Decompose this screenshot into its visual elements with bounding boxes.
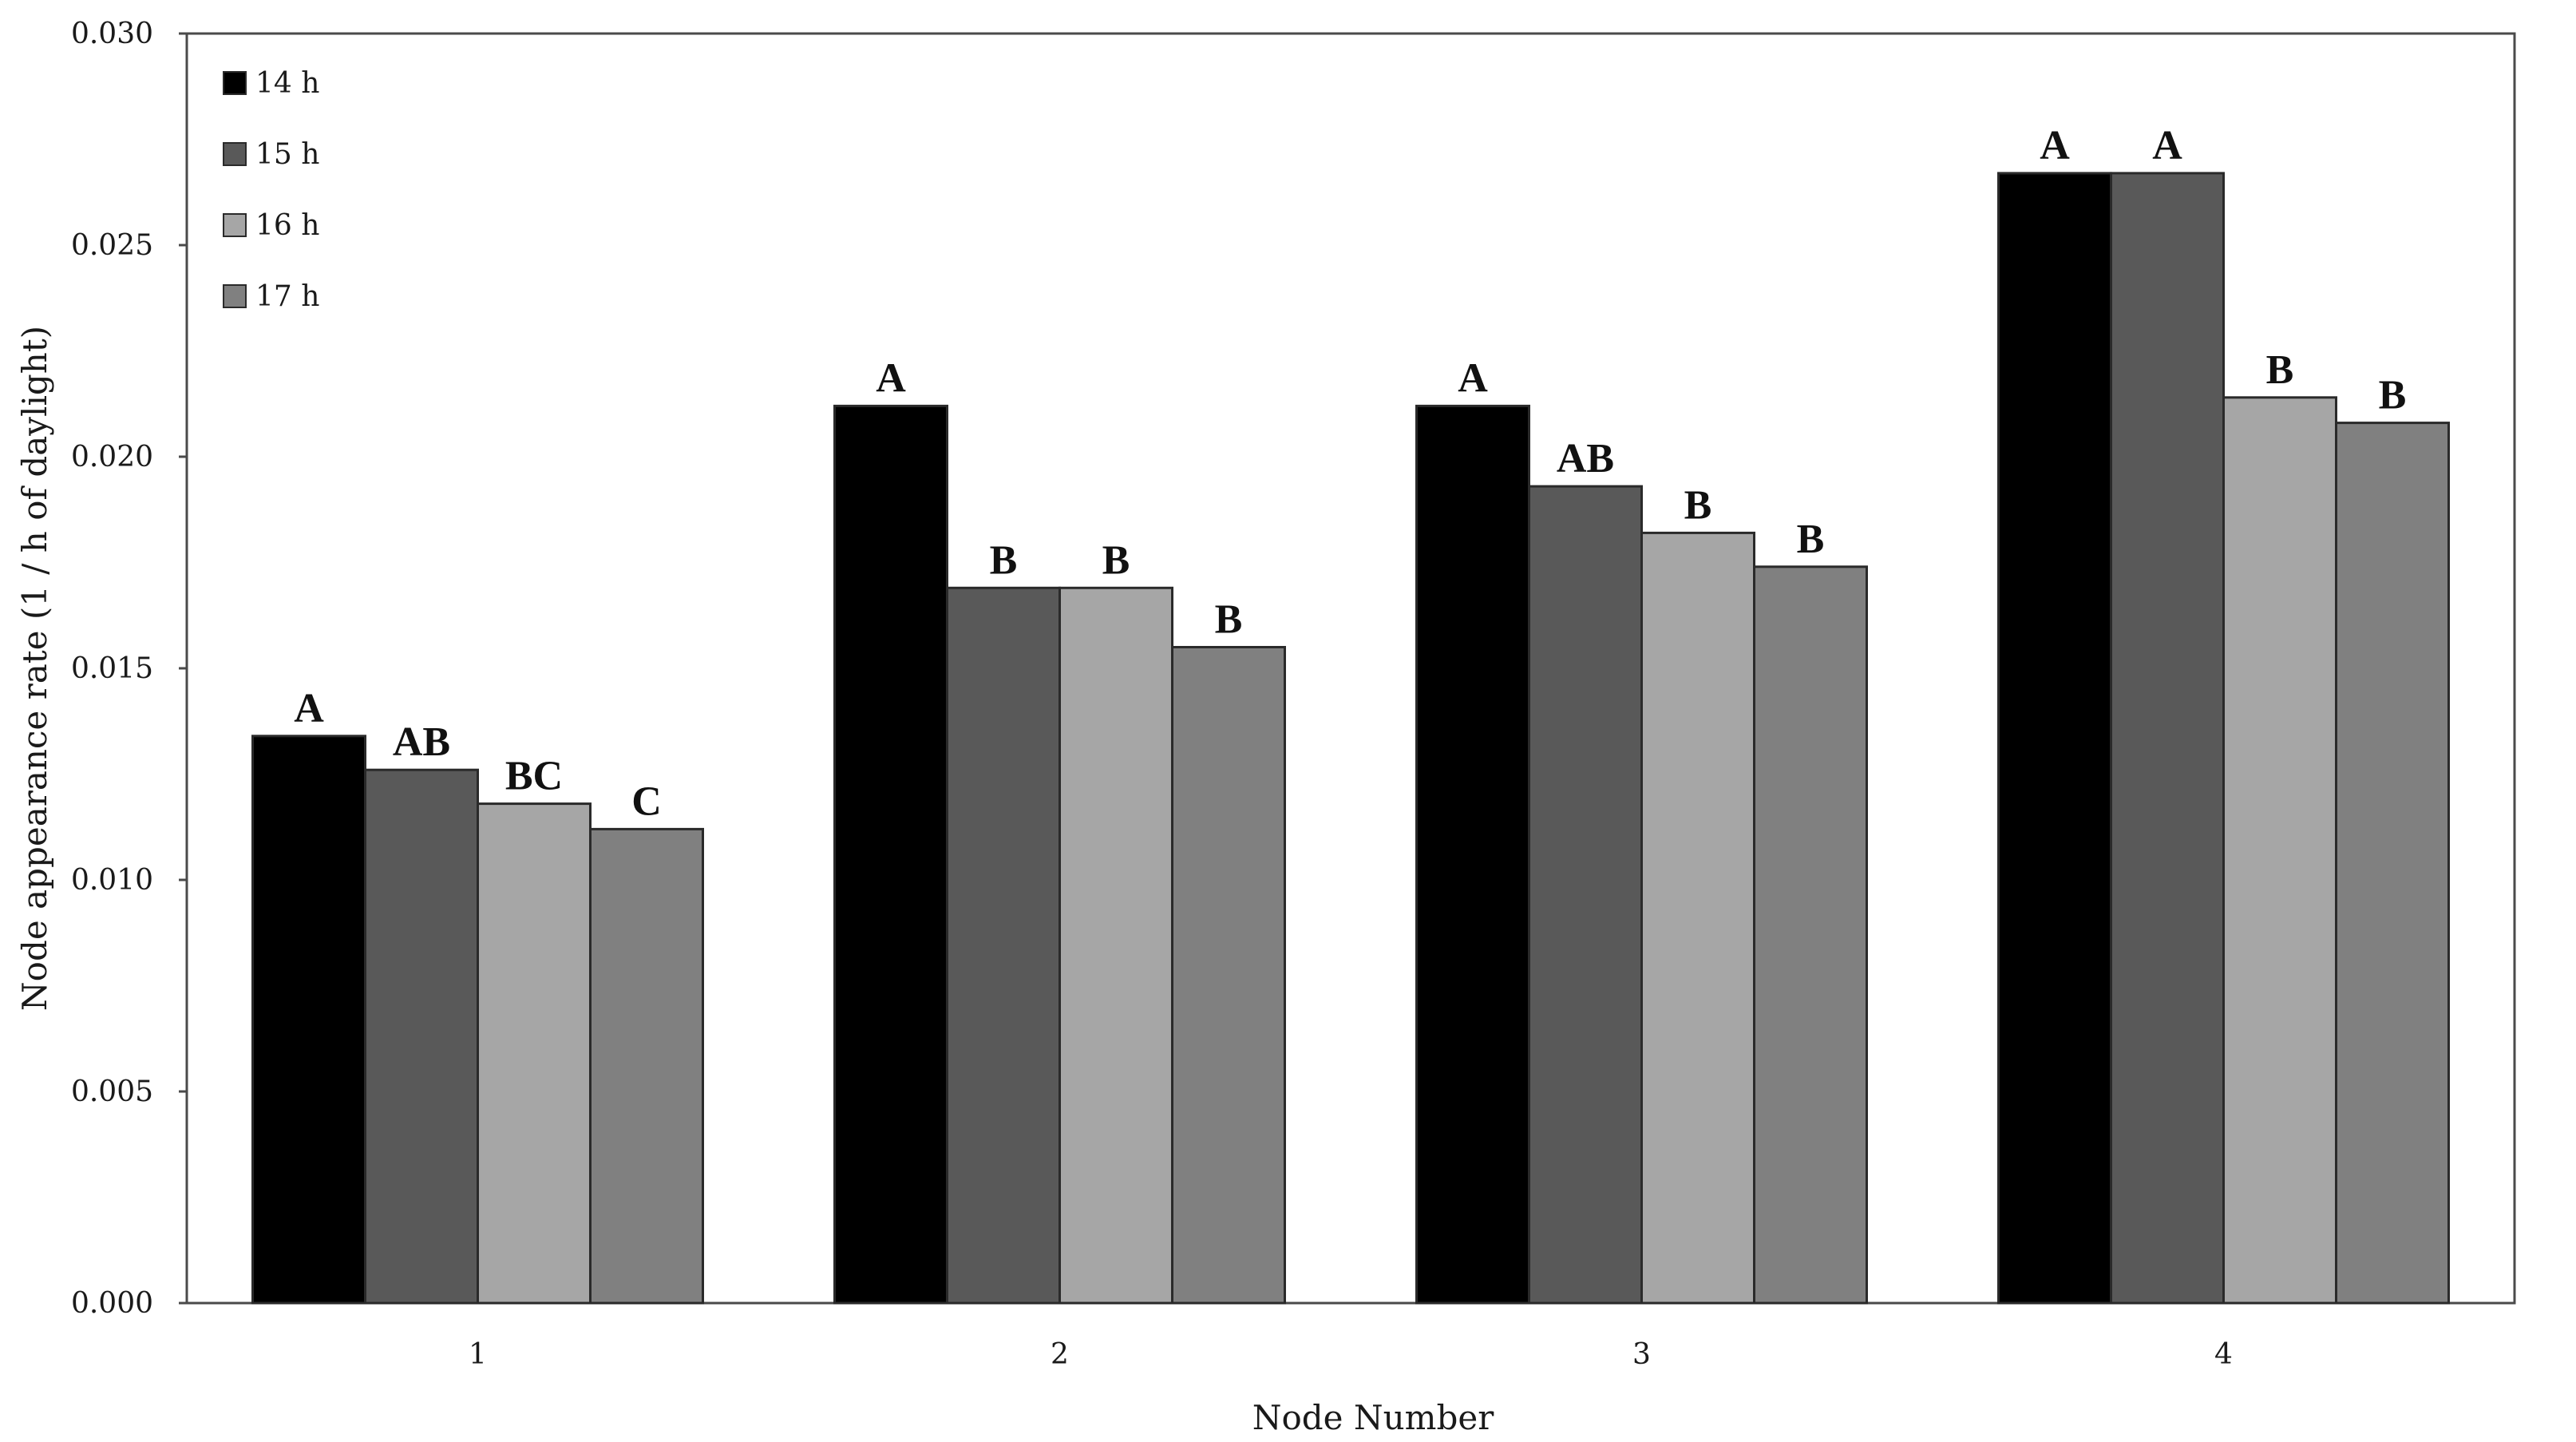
legend-label: 17 h bbox=[255, 280, 319, 313]
bar-node-3-15h bbox=[1528, 485, 1643, 1305]
legend-label: 16 h bbox=[255, 209, 319, 242]
bar-node-3-14h bbox=[1415, 404, 1530, 1305]
significance-label: B bbox=[1215, 597, 1243, 643]
bar-node-4-15h bbox=[2110, 172, 2225, 1305]
legend-label: 15 h bbox=[255, 138, 319, 171]
legend: 14 h 15 h 16 h 17 h bbox=[223, 67, 319, 313]
x-tick-label: 2 bbox=[1051, 1338, 1069, 1371]
significance-label: B bbox=[2379, 373, 2407, 418]
bar-node-1-15h bbox=[364, 768, 479, 1305]
bar-node-1-14h bbox=[251, 735, 366, 1305]
y-tick-label: 0.015 bbox=[71, 652, 153, 685]
significance-label: C bbox=[631, 778, 662, 824]
bar-node-3-17h bbox=[1753, 565, 1868, 1305]
bar-node-4-14h bbox=[1997, 172, 2112, 1305]
y-tick-label: 0.010 bbox=[71, 864, 153, 897]
significance-label: AB bbox=[1557, 436, 1614, 481]
y-axis-ticks: 0.000 0.005 0.010 0.015 0.020 0.025 0.030 bbox=[71, 18, 187, 1320]
significance-label: A bbox=[876, 355, 906, 401]
significance-label: B bbox=[1684, 482, 1712, 528]
y-tick-label: 0.025 bbox=[71, 229, 153, 262]
legend-swatch bbox=[223, 142, 247, 166]
bar-node-2-17h bbox=[1171, 646, 1286, 1305]
x-axis-ticks: 1 2 3 4 bbox=[469, 1338, 2233, 1371]
significance-label: B bbox=[990, 537, 1018, 583]
y-tick-label: 0.030 bbox=[71, 18, 153, 50]
bar-node-1-17h bbox=[589, 827, 704, 1305]
x-axis-title: Node Number bbox=[1252, 1398, 1494, 1437]
x-tick-label: 1 bbox=[469, 1338, 487, 1371]
significance-label: A bbox=[2040, 123, 2070, 168]
significance-label: B bbox=[2266, 347, 2294, 393]
significance-label: B bbox=[1102, 537, 1130, 583]
legend-swatch bbox=[223, 71, 247, 95]
legend-swatch bbox=[223, 213, 247, 237]
y-tick-label: 0.005 bbox=[71, 1076, 153, 1108]
y-axis-title: Node appearance rate (1 / h of daylight) bbox=[15, 326, 54, 1011]
significance-label: A bbox=[1458, 355, 1488, 401]
y-tick-label: 0.000 bbox=[71, 1287, 153, 1320]
bar-node-4-16h bbox=[2222, 396, 2337, 1305]
x-tick-label: 3 bbox=[1632, 1338, 1651, 1371]
significance-label: A bbox=[2152, 123, 2182, 168]
legend-swatch bbox=[223, 284, 247, 308]
significance-label: B bbox=[1797, 517, 1825, 562]
x-tick-label: 4 bbox=[2214, 1338, 2233, 1371]
bar-node-2-14h bbox=[833, 404, 948, 1305]
significance-label: AB bbox=[393, 719, 450, 765]
bar-node-2-15h bbox=[946, 586, 1061, 1305]
significance-label: BC bbox=[505, 754, 563, 799]
bar-node-4-17h bbox=[2335, 422, 2450, 1305]
bar-node-3-16h bbox=[1640, 531, 1755, 1305]
bar-node-1-16h bbox=[477, 802, 592, 1305]
significance-label: A bbox=[294, 686, 324, 731]
bar-node-2-16h bbox=[1058, 586, 1173, 1305]
legend-label: 14 h bbox=[255, 67, 319, 100]
y-tick-label: 0.020 bbox=[71, 441, 153, 473]
bars bbox=[251, 172, 2450, 1305]
